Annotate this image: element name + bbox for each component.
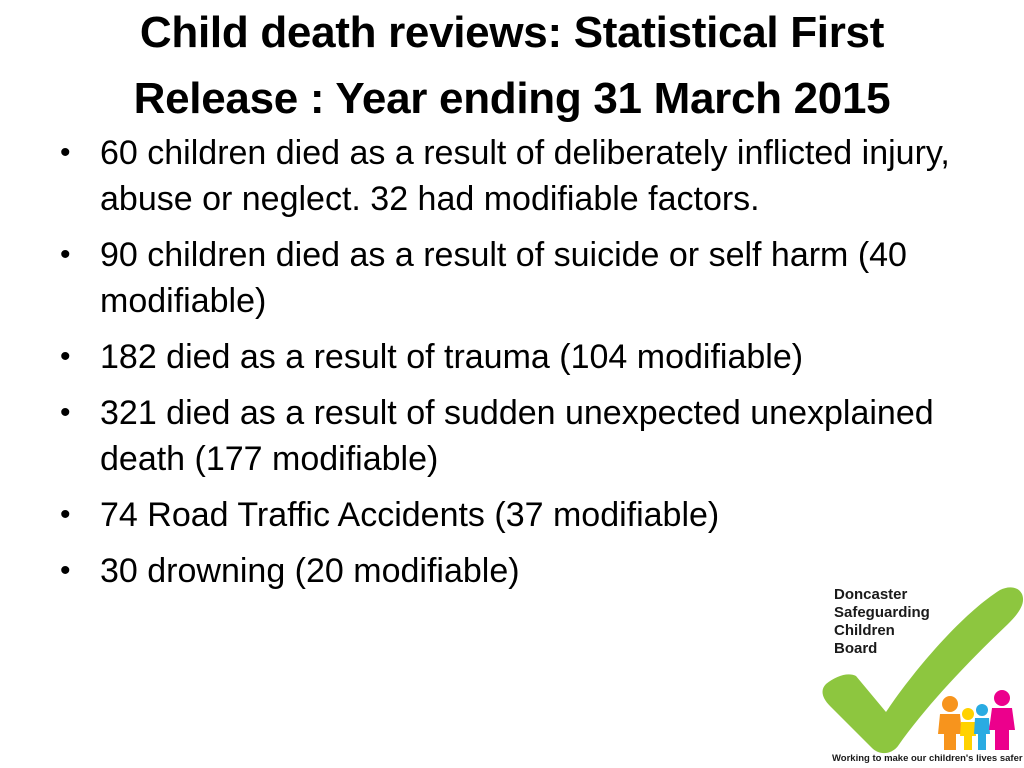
title-line-1: Child death reviews: Statistical First — [139, 8, 885, 57]
family-figures-icon — [938, 690, 1015, 750]
bullet-text: 90 children died as a result of suicide … — [100, 236, 907, 320]
logo-graphic — [822, 587, 1024, 754]
bullet-icon: • — [60, 136, 71, 169]
bullet-text: 321 died as a result of sudden unexpecte… — [100, 394, 934, 478]
bullet-list: • 60 children died as a result of delibe… — [56, 130, 976, 604]
bullet-icon: • — [60, 498, 71, 531]
bullet-item: • 30 drowning (20 modifiable) — [56, 548, 976, 594]
bullet-icon: • — [60, 396, 71, 429]
bullet-icon: • — [60, 554, 71, 587]
bullet-text: 30 drowning (20 modifiable) — [100, 552, 520, 590]
bullet-item: • 60 children died as a result of delibe… — [56, 130, 976, 222]
slide-title: Child death reviews: Statistical First R… — [0, 0, 1024, 132]
bullet-text: 74 Road Traffic Accidents (37 modifiable… — [100, 496, 720, 534]
bullet-item: • 74 Road Traffic Accidents (37 modifiab… — [56, 492, 976, 538]
logo-tagline: Working to make our children's lives saf… — [832, 753, 1023, 764]
bullet-item: • 90 children died as a result of suicid… — [56, 232, 976, 324]
bullet-text: 60 children died as a result of delibera… — [100, 134, 950, 218]
bullet-text: 182 died as a result of trauma (104 modi… — [100, 338, 804, 376]
bullet-item: • 321 died as a result of sudden unexpec… — [56, 390, 976, 482]
check-mark-icon — [822, 587, 1024, 754]
title-line-2: Release : Year ending 31 March 2015 — [133, 74, 891, 123]
bullet-icon: • — [60, 340, 71, 373]
bullet-icon: • — [60, 238, 71, 271]
logo-name-text: Doncaster Safeguarding Children Board — [834, 586, 930, 657]
dscb-logo: Doncaster Safeguarding Children Board Wo… — [822, 584, 1024, 768]
bullet-item: • 182 died as a result of trauma (104 mo… — [56, 334, 976, 380]
